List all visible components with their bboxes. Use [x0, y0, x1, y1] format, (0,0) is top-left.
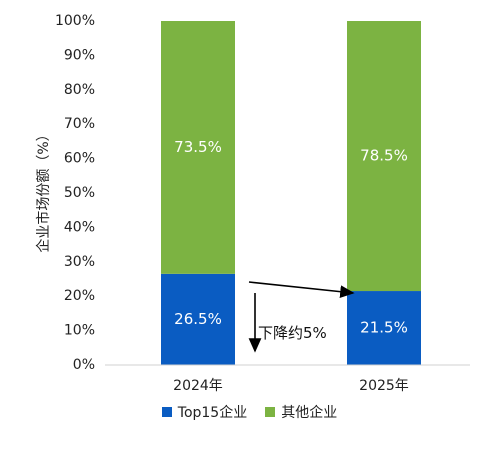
y-tick-label: 60%: [64, 151, 95, 167]
y-axis: 0% 10% 20% 30% 40% 50% 60% 70% 80% 90% 100%: [55, 13, 95, 373]
legend-item-top15: Top15企业: [161, 402, 248, 422]
y-tick-label: 100%: [55, 13, 95, 29]
legend-swatch-top15: [161, 407, 172, 417]
y-tick-label: 90%: [64, 47, 95, 63]
y-axis-title: 企业市场份额（%）: [35, 127, 52, 252]
x-category-label: 2025年: [359, 378, 409, 394]
legend: Top15企业 其他企业: [0, 402, 499, 422]
y-tick-label: 50%: [64, 185, 95, 201]
legend-item-others: 其他企业: [265, 402, 337, 422]
legend-label-top15: Top15企业: [177, 405, 248, 421]
legend-label-others: 其他企业: [281, 405, 338, 421]
y-tick-label: 80%: [64, 82, 95, 98]
y-tick-label: 10%: [64, 323, 95, 339]
y-tick-label: 70%: [64, 116, 95, 132]
y-tick-label: 20%: [64, 288, 95, 304]
x-category-label: 2024年: [173, 378, 223, 394]
y-tick-label: 30%: [64, 254, 95, 270]
y-tick-label: 0%: [73, 357, 95, 373]
data-label: 73.5%: [174, 138, 222, 156]
data-label: 26.5%: [174, 310, 222, 328]
legend-swatch-others: [265, 407, 276, 417]
bar-segment: [161, 21, 235, 274]
bars: 26.5% 73.5% 21.5% 78.5%: [161, 21, 421, 365]
bar-segment: [347, 21, 421, 292]
trend-arrow: [248, 281, 355, 299]
decline-annotation: 下降约5%: [258, 324, 327, 342]
data-label: 21.5%: [360, 319, 408, 337]
category-labels: 2024年 2025年: [173, 378, 409, 394]
bar-segment: [161, 273, 235, 365]
data-label: 78.5%: [360, 147, 408, 165]
bar-segment: [347, 291, 421, 365]
y-tick-label: 40%: [64, 219, 95, 235]
